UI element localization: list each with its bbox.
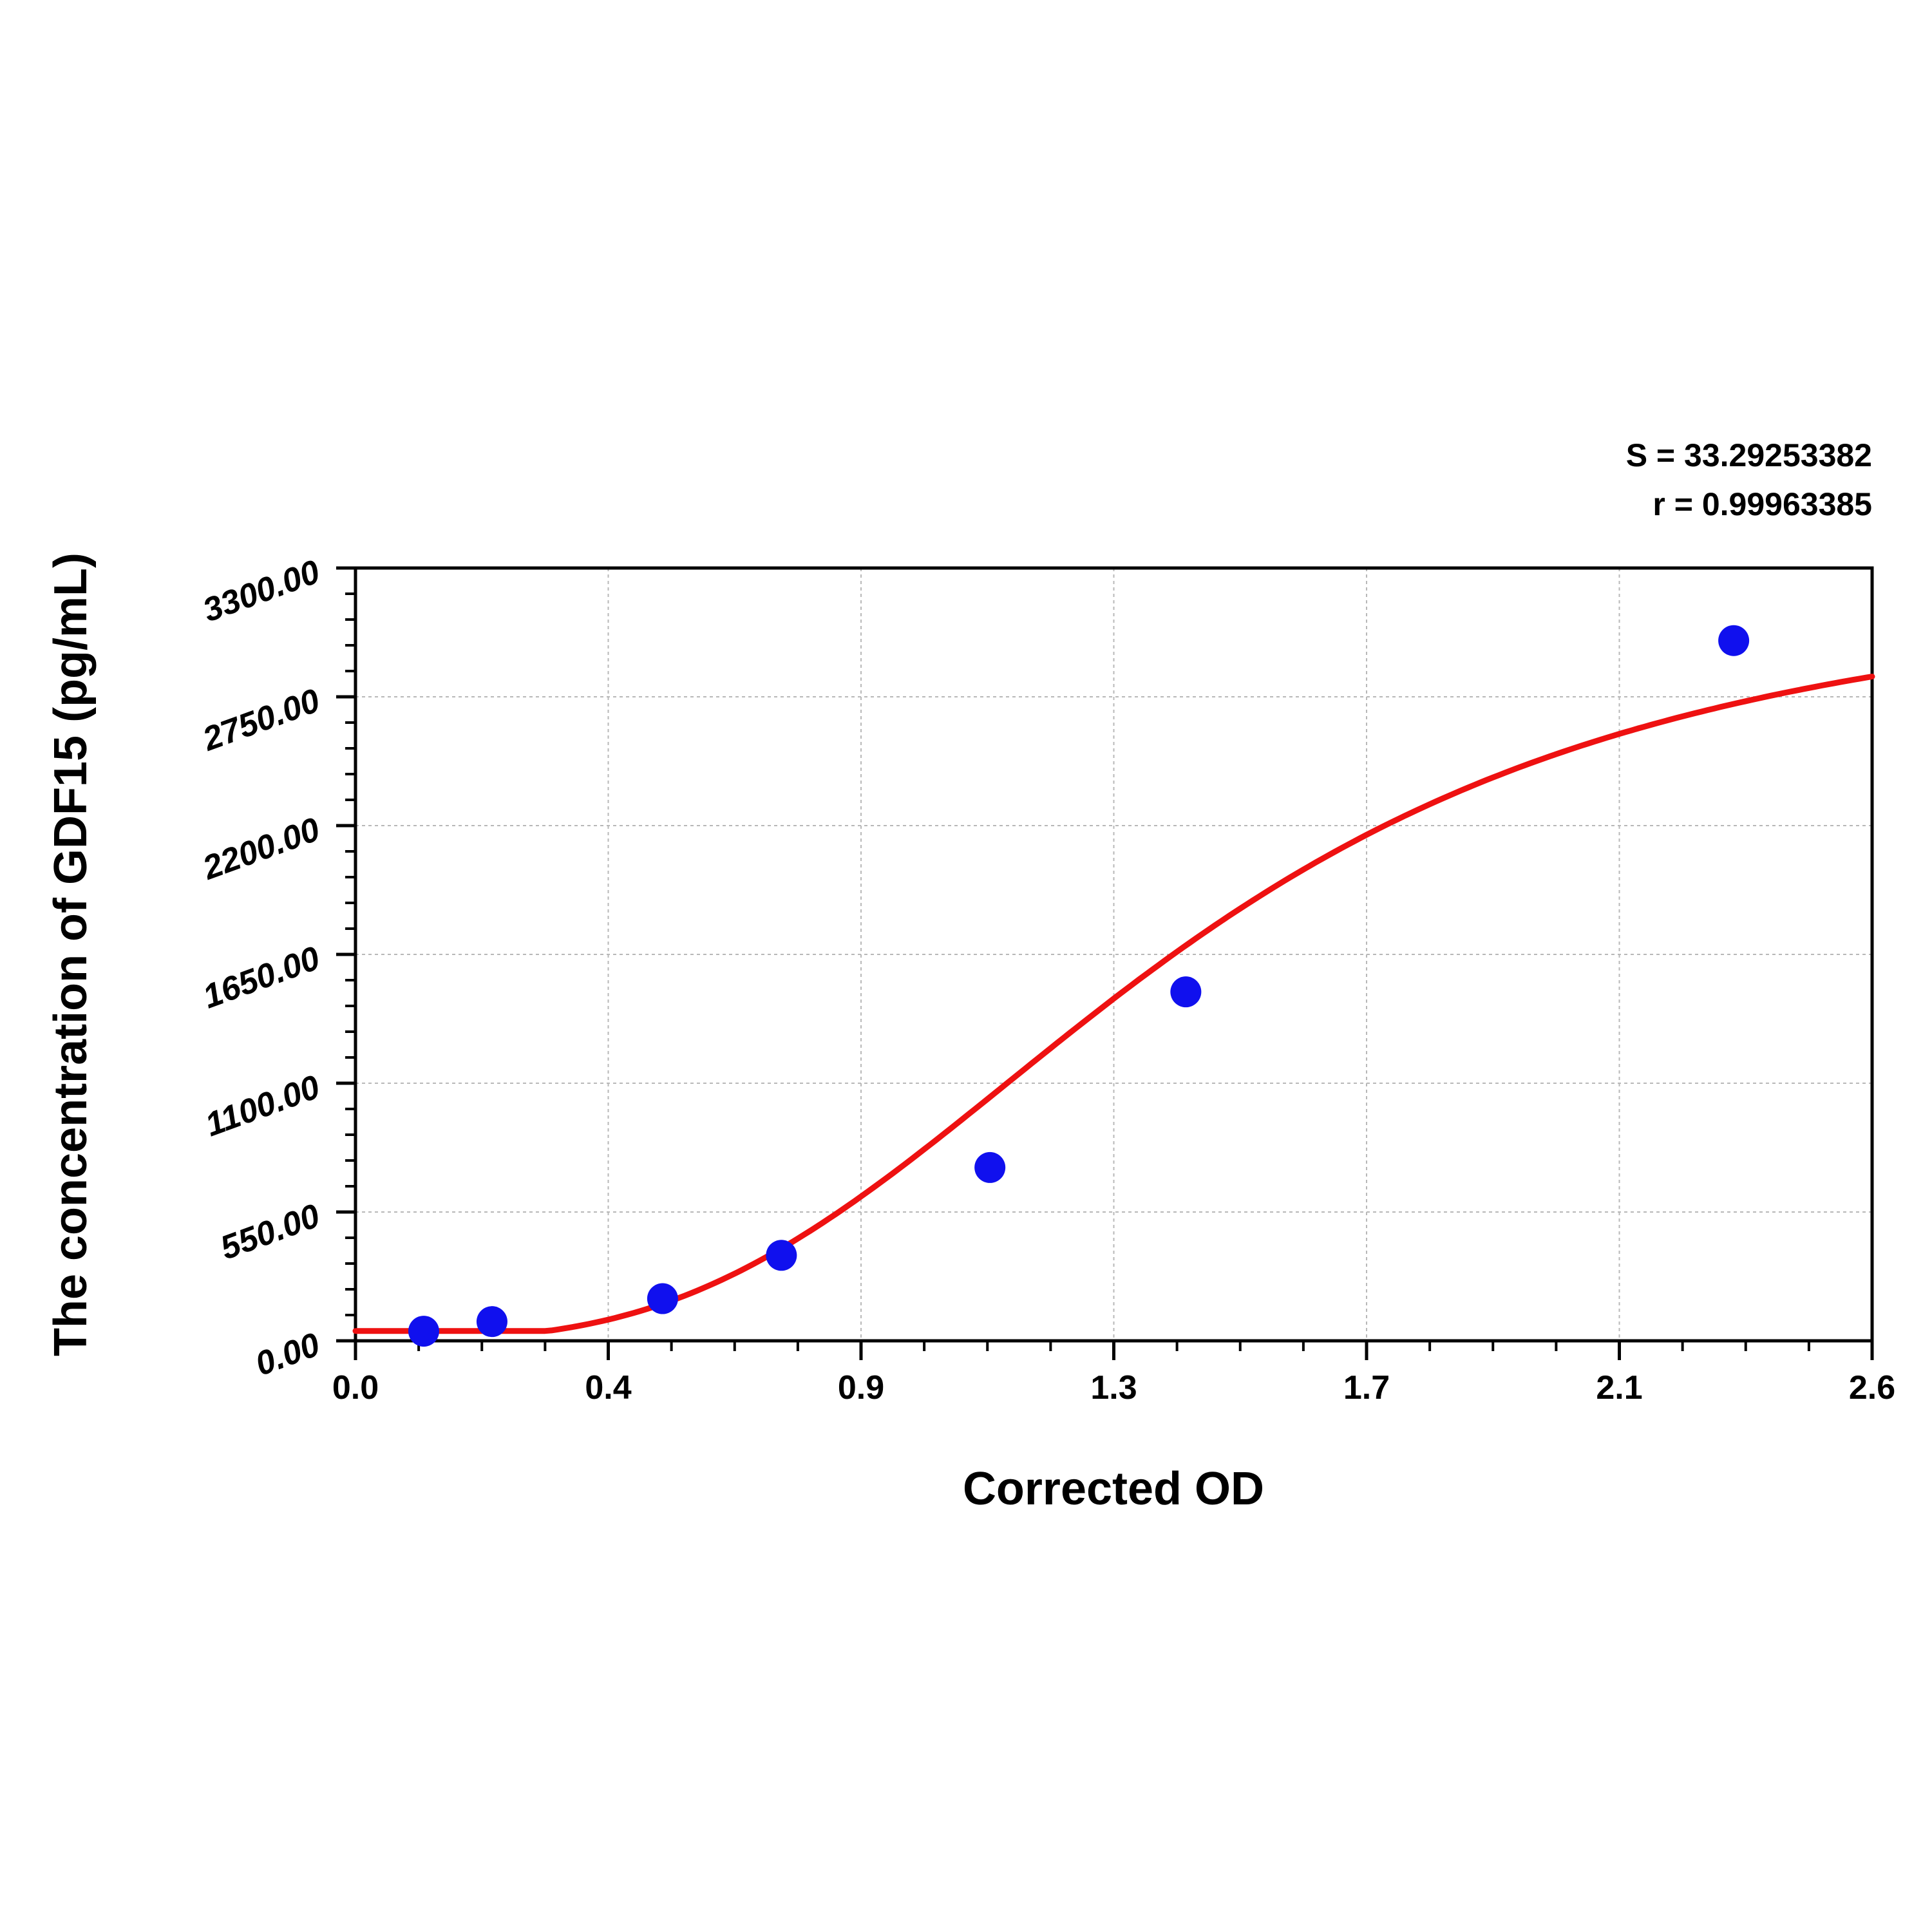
data-point xyxy=(476,1306,507,1338)
data-point xyxy=(1170,976,1202,1008)
x-axis-title: Corrected OD xyxy=(963,1463,1264,1515)
y-tick-label: 1100.00 xyxy=(200,1068,325,1144)
data-point xyxy=(647,1283,678,1314)
data-point xyxy=(1718,625,1750,656)
y-tick-label: 3300.00 xyxy=(198,553,325,630)
x-tick-label: 0.4 xyxy=(585,1369,631,1406)
minor-ticks xyxy=(345,567,1873,1351)
data-points xyxy=(408,625,1750,1347)
x-tick-label: 2.1 xyxy=(1596,1369,1642,1406)
y-tick-label: 1650.00 xyxy=(198,940,325,1016)
x-axis-ticks: 0.0 0.4 0.9 1.3 1.7 2.1 2.6 xyxy=(332,1341,1895,1406)
y-axis-ticks: 0.00 550.00 1100.00 1650.00 2200.00 2750.00 33… xyxy=(198,553,355,1383)
x-tick-label: 2.6 xyxy=(1849,1369,1895,1406)
y-axis-title: The concentration of GDF15 (pg/mL) xyxy=(45,553,97,1356)
s-statistic: S = 33.29253382 xyxy=(1626,437,1872,473)
x-tick-label: 0.0 xyxy=(332,1369,379,1406)
x-tick-label: 1.7 xyxy=(1343,1369,1390,1406)
y-tick-label: 2200.00 xyxy=(198,811,325,887)
y-tick-label: 0.00 xyxy=(251,1326,325,1383)
y-tick-label: 2750.00 xyxy=(198,682,325,759)
x-tick-label: 0.9 xyxy=(838,1369,884,1406)
data-point xyxy=(766,1240,797,1271)
fit-curve xyxy=(352,674,1875,1334)
data-point xyxy=(408,1316,439,1347)
data-point xyxy=(974,1151,1006,1183)
grid-lines xyxy=(355,568,1872,1341)
y-tick-label: 550.00 xyxy=(216,1197,325,1267)
x-tick-label: 1.3 xyxy=(1090,1369,1137,1406)
r-statistic: r = 0.99963385 xyxy=(1653,486,1872,522)
